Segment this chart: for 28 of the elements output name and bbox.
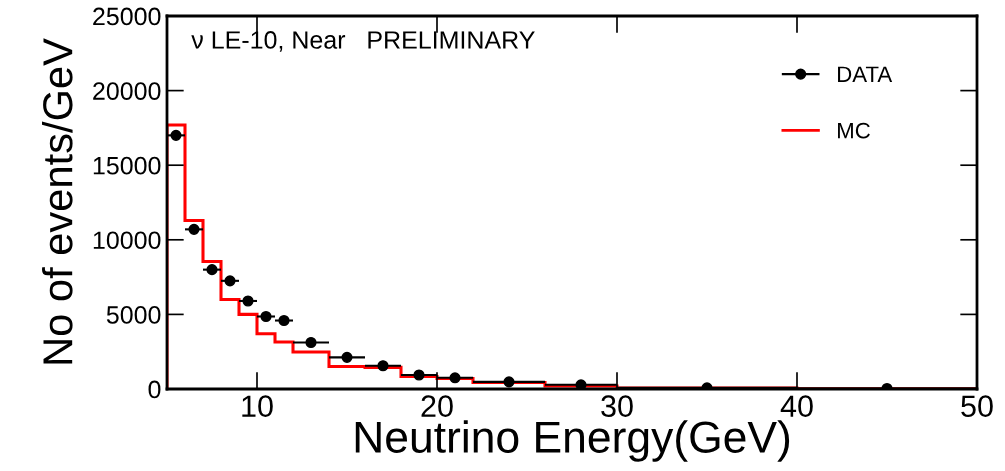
point — [377, 360, 389, 372]
point — [449, 372, 461, 384]
x-tick-label: 20 — [421, 395, 453, 417]
y-tick-label: 5000 — [106, 306, 161, 324]
point — [305, 336, 317, 349]
y-tick-label: 10000 — [93, 231, 161, 250]
point — [575, 379, 587, 389]
legend-label: DATA — [838, 66, 893, 82]
point — [224, 275, 236, 287]
point — [188, 223, 200, 235]
y-tick-label: 15000 — [93, 156, 161, 175]
point — [206, 264, 218, 276]
x-tick-label: 40 — [780, 395, 813, 417]
point — [170, 129, 182, 141]
y-tick-label: 0 — [148, 380, 161, 399]
point — [413, 369, 425, 381]
annotation: ν LE-10, Near PRELIMINARY — [191, 31, 535, 52]
y-tick-label: 20000 — [93, 82, 161, 100]
y-tick-label: 25000 — [93, 7, 161, 26]
x-tick-label: 30 — [601, 395, 633, 417]
legend-label: MC — [838, 122, 870, 139]
y-axis-title: No of events/GeV — [41, 38, 73, 364]
x-tick-label: 50 — [961, 395, 993, 417]
point — [341, 351, 353, 363]
point — [242, 295, 254, 307]
point — [503, 376, 515, 388]
x-tick-label: 10 — [242, 395, 273, 417]
x-axis-title: Neutrino Energy(GeV) — [355, 420, 790, 462]
